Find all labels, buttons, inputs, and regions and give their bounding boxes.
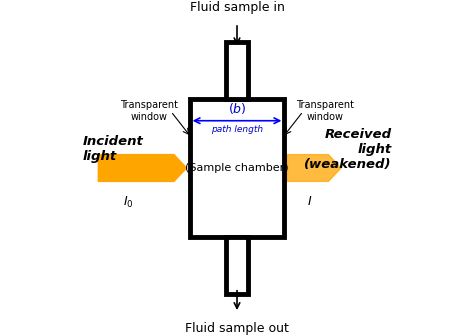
Bar — [226, 42, 248, 99]
FancyArrow shape — [98, 155, 187, 181]
Text: Transparent
window: Transparent window — [296, 100, 354, 122]
FancyArrow shape — [287, 155, 341, 181]
Text: $I$: $I$ — [307, 195, 312, 208]
Text: Fluid sample out: Fluid sample out — [185, 323, 289, 335]
Text: path length: path length — [211, 125, 263, 134]
Text: Incident
light: Incident light — [82, 135, 144, 163]
Text: Fluid sample in: Fluid sample in — [190, 1, 284, 13]
Bar — [226, 237, 248, 294]
Text: (Sample chamber): (Sample chamber) — [185, 163, 289, 173]
Text: $(b)$: $(b)$ — [228, 101, 246, 116]
Text: $I_0$: $I_0$ — [123, 195, 134, 210]
Bar — [190, 99, 284, 237]
Text: Received
light
(weakened): Received light (weakened) — [304, 128, 392, 171]
Text: Transparent
window: Transparent window — [120, 100, 178, 122]
